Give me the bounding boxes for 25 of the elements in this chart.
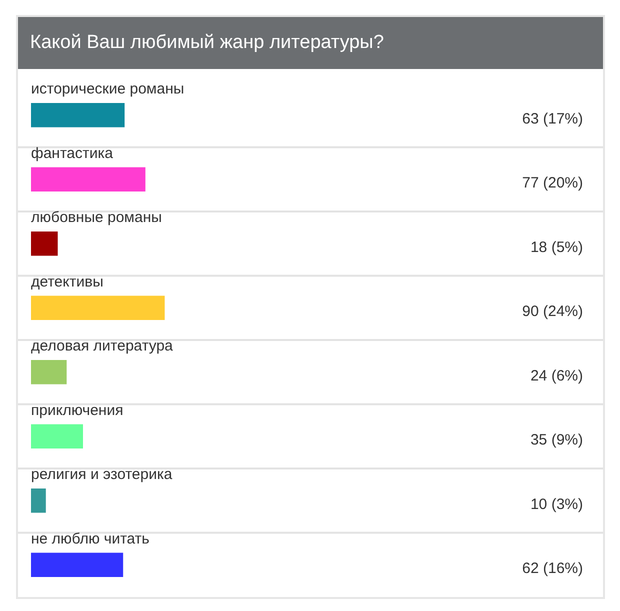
- bar: [31, 231, 58, 256]
- y-tick-label: не люблю читать: [31, 530, 150, 548]
- chart-title: Какой Ваш любимый жанр литературы?: [18, 17, 603, 69]
- bar: [31, 167, 146, 192]
- data-label: 77 (20%): [522, 174, 583, 192]
- y-tick-label: религия и эзотерика: [31, 466, 173, 484]
- y-tick-label: фантастика: [31, 144, 114, 162]
- bar: [31, 102, 125, 128]
- y-tick-label: любовные романы: [31, 209, 162, 226]
- data-label: 10 (3%): [530, 496, 583, 513]
- data-label: 24 (6%): [530, 367, 583, 384]
- bar: [31, 296, 165, 320]
- bar: [31, 488, 46, 513]
- y-tick-label: детективы: [31, 273, 104, 290]
- data-label: 62 (16%): [522, 560, 583, 578]
- bar: [31, 424, 83, 449]
- y-tick-label: исторические романы: [31, 80, 184, 98]
- bar: [31, 360, 67, 384]
- bar: [31, 552, 124, 578]
- data-label: 18 (5%): [530, 238, 583, 256]
- data-label: 63 (17%): [522, 110, 583, 128]
- y-tick-label: деловая литература: [31, 338, 174, 355]
- y-tick-label: приключения: [31, 402, 124, 419]
- data-label: 35 (9%): [530, 432, 583, 449]
- data-label: 90 (24%): [522, 303, 583, 320]
